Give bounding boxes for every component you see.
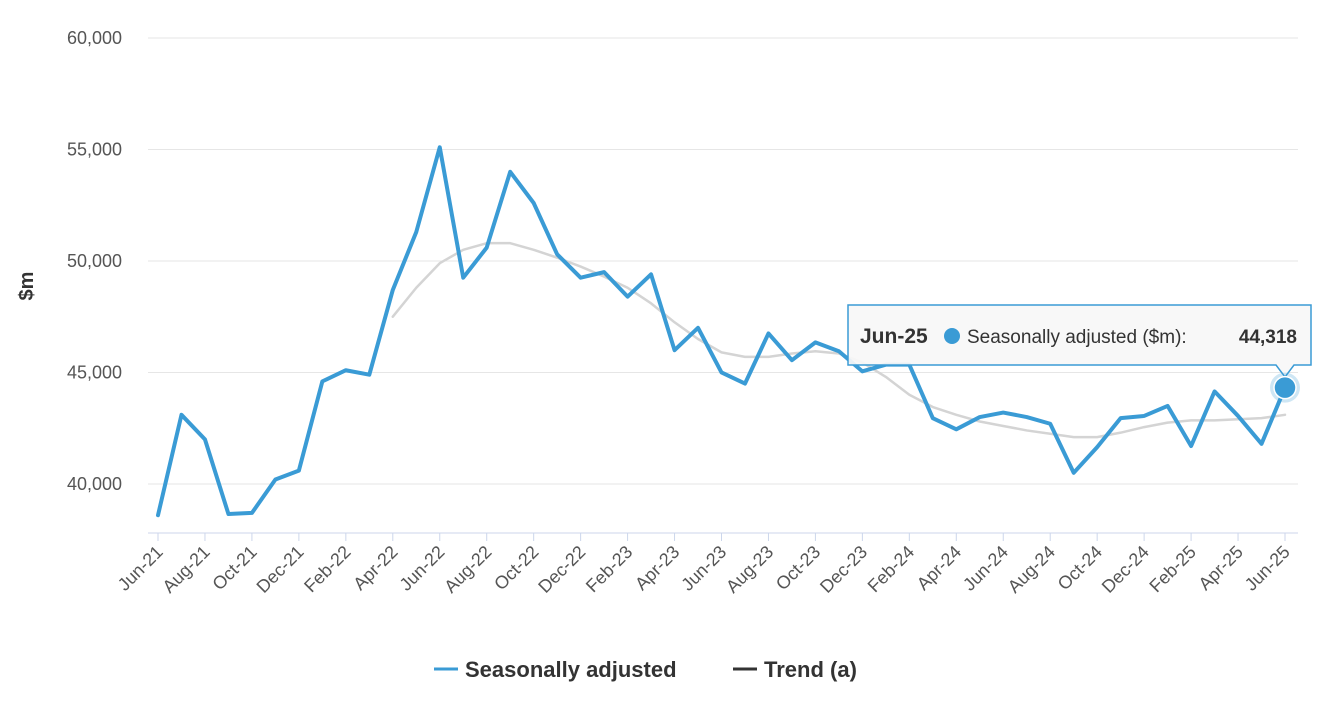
y-tick-label: 50,000 [67, 251, 122, 271]
data-point[interactable] [176, 410, 186, 420]
x-axis: Jun-21Aug-21Oct-21Dec-21Feb-22Apr-22Jun-… [114, 533, 1294, 597]
x-tick-label: Jun-22 [396, 542, 449, 595]
data-point[interactable] [1233, 411, 1243, 421]
data-point[interactable] [364, 370, 374, 380]
data-point[interactable] [717, 367, 727, 377]
data-point[interactable] [670, 345, 680, 355]
data-point[interactable] [1092, 442, 1102, 452]
x-tick-label: Feb-24 [864, 542, 918, 596]
x-tick-label: Dec-23 [816, 542, 871, 597]
y-tick-label: 45,000 [67, 362, 122, 382]
y-axis: 40,000 45,000 50,000 55,000 60,000 [67, 28, 122, 494]
data-point[interactable] [1045, 419, 1055, 429]
data-point[interactable] [1069, 468, 1079, 478]
tooltip-period: Jun-25 [860, 325, 928, 348]
x-tick-label: Jun-23 [677, 542, 730, 595]
x-tick-label: Oct-21 [208, 542, 260, 594]
tooltip-box [847, 304, 1312, 379]
data-point[interactable] [435, 142, 445, 152]
data-point[interactable] [599, 267, 609, 277]
data-point[interactable] [505, 167, 515, 177]
tooltip: Jun-25 Seasonally adjusted ($m): 44,318 [847, 304, 1312, 403]
data-point[interactable] [928, 413, 938, 423]
data-point[interactable] [646, 269, 656, 279]
data-point[interactable] [1116, 413, 1126, 423]
data-point[interactable] [1022, 412, 1032, 422]
x-tick-label: Jun-24 [959, 542, 1012, 595]
data-point[interactable] [1163, 401, 1173, 411]
x-tick-label: Aug-23 [722, 542, 777, 597]
data-point[interactable] [223, 509, 233, 519]
data-point[interactable] [200, 434, 210, 444]
data-point[interactable] [576, 273, 586, 283]
data-point[interactable] [458, 273, 468, 283]
data-point[interactable] [1210, 386, 1220, 396]
series-layer [156, 145, 1287, 518]
data-point[interactable] [1257, 439, 1267, 449]
x-tick-label: Aug-24 [1004, 542, 1059, 597]
series-line-seasonally-adjusted [156, 145, 1287, 518]
x-tick-label: Dec-21 [253, 542, 308, 597]
y-axis-title: $m [16, 272, 38, 301]
data-point[interactable] [529, 198, 539, 208]
data-point[interactable] [270, 474, 280, 484]
x-tick-label: Aug-21 [159, 542, 214, 597]
x-tick-label: Apr-22 [349, 542, 401, 594]
data-point[interactable] [951, 424, 961, 434]
x-tick-label: Jun-21 [114, 542, 167, 595]
legend-item-seasonally-adjusted[interactable]: Seasonally adjusted [434, 657, 677, 682]
data-point[interactable] [834, 346, 844, 356]
data-point[interactable] [693, 323, 703, 333]
legend-item-trend[interactable]: Trend (a) [733, 657, 857, 682]
data-point[interactable] [740, 379, 750, 389]
legend: Seasonally adjusted Trend (a) [434, 657, 857, 682]
x-tick-label: Apr-25 [1195, 542, 1247, 594]
x-tick-label: Feb-25 [1145, 542, 1199, 596]
highlight-point [1273, 375, 1297, 400]
y-tick-label: 60,000 [67, 28, 122, 48]
x-tick-label: Apr-23 [631, 542, 683, 594]
y-tick-label: 40,000 [67, 474, 122, 494]
x-tick-label: Oct-24 [1054, 542, 1106, 594]
x-tick-label: Oct-22 [490, 542, 542, 594]
tooltip-series-marker [944, 328, 960, 344]
tooltip-value: 44,318 [1239, 327, 1297, 348]
data-point[interactable] [763, 328, 773, 338]
data-point[interactable] [388, 285, 398, 295]
data-point[interactable] [411, 227, 421, 237]
data-point[interactable] [623, 292, 633, 302]
x-tick-label: Feb-23 [582, 542, 636, 596]
data-point[interactable] [975, 412, 985, 422]
x-tick-label: Oct-23 [772, 542, 824, 594]
x-tick-label: Apr-24 [913, 542, 965, 594]
data-point[interactable] [787, 355, 797, 365]
data-point[interactable] [857, 366, 867, 376]
x-tick-label: Dec-24 [1098, 542, 1153, 597]
data-point[interactable] [341, 365, 351, 375]
data-point[interactable] [247, 508, 257, 518]
data-point[interactable] [1186, 441, 1196, 451]
data-point[interactable] [317, 376, 327, 386]
data-point[interactable] [552, 249, 562, 259]
x-tick-label: Feb-22 [300, 542, 354, 596]
data-point[interactable] [1139, 411, 1149, 421]
data-point[interactable] [294, 466, 304, 476]
data-point[interactable] [482, 243, 492, 253]
y-tick-label: 55,000 [67, 139, 122, 159]
x-tick-label: Aug-22 [440, 542, 495, 597]
legend-label: Seasonally adjusted [465, 657, 677, 682]
data-point[interactable] [998, 408, 1008, 418]
legend-label: Trend (a) [764, 657, 857, 682]
x-tick-label: Dec-22 [534, 542, 589, 597]
data-point[interactable] [810, 337, 820, 347]
data-point[interactable] [153, 510, 163, 520]
x-tick-label: Jun-25 [1241, 542, 1294, 595]
tooltip-series-label: Seasonally adjusted ($m): [967, 327, 1187, 348]
